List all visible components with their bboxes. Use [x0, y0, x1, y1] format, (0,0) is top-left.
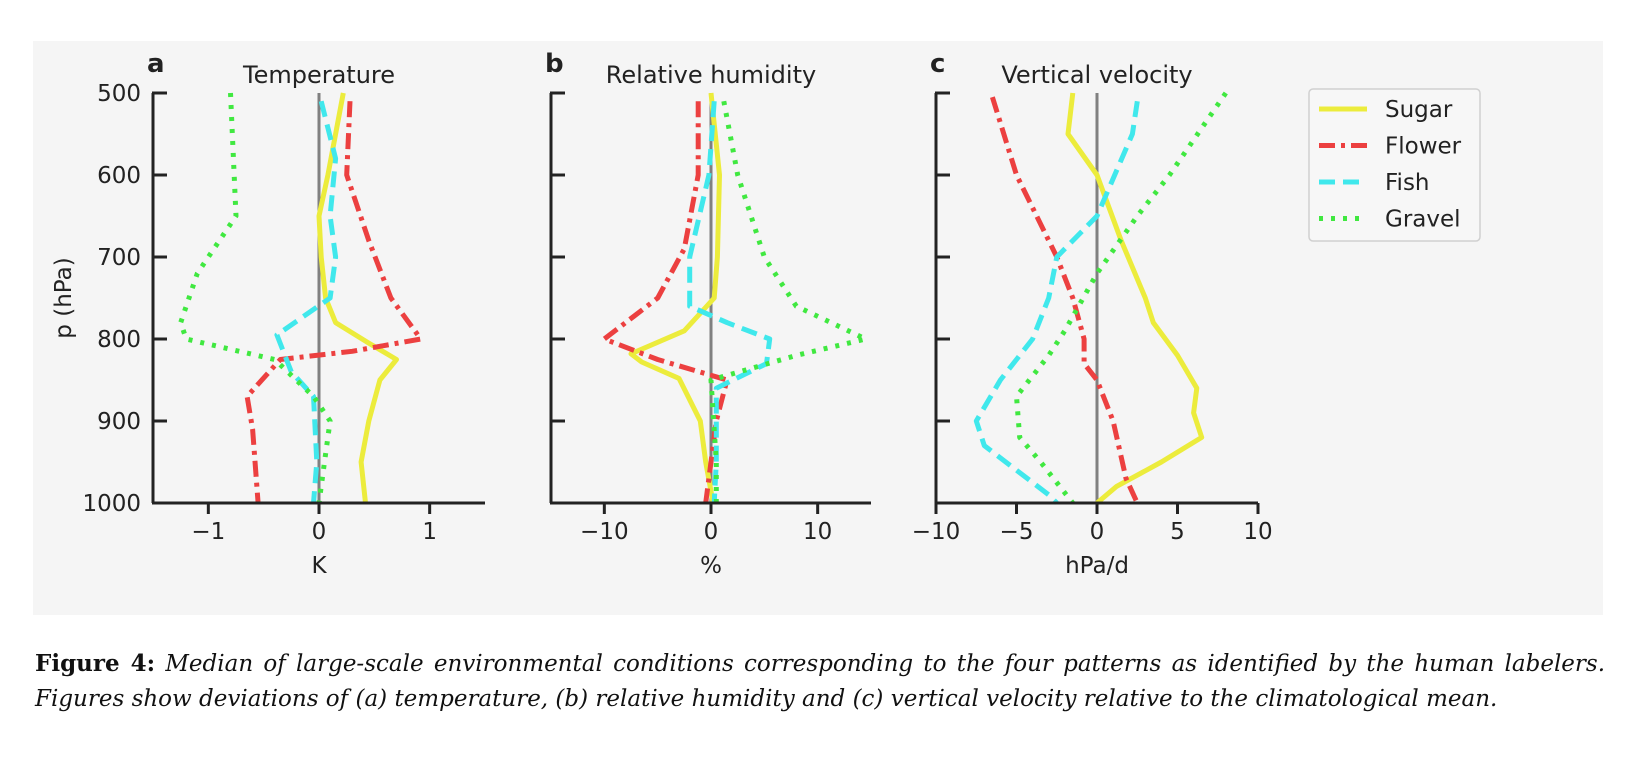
x-tick-label: −5 [1000, 519, 1034, 545]
y-axis-label: p (hPa) [51, 257, 77, 338]
panel-letter: c [930, 49, 945, 79]
caption-label: Figure 4: [35, 650, 156, 677]
series-line-sugar [628, 92, 722, 504]
x-axis-label: hPa/d [1065, 553, 1129, 579]
figure-caption: Figure 4: Median of large-scale environm… [35, 646, 1605, 717]
panel-letter: a [147, 49, 165, 79]
chart-title: Relative humidity [606, 61, 816, 89]
series-line-fish [687, 101, 773, 504]
series-line-flower [990, 96, 1140, 505]
chart-title: Vertical velocity [1001, 61, 1192, 89]
chart-panel-c: −10 −5 0 5 10 hPa/d c Vertical velocity [912, 49, 1273, 579]
y-tick-label: 500 [97, 81, 141, 107]
x-tick-label: −10 [580, 519, 629, 545]
caption-text: Median of large-scale environmental cond… [35, 651, 1606, 712]
legend: Sugar Flower Fish Gravel [1308, 88, 1481, 242]
series-line-gravel [178, 92, 333, 504]
x-tick-label: 0 [704, 519, 719, 545]
y-tick-label: 800 [97, 327, 141, 353]
series-line-sugar [316, 92, 399, 504]
x-tick-label: 0 [1090, 519, 1105, 545]
chart-panel-b: −10 0 10% b Relative humidity [545, 49, 871, 579]
series-line-flower [601, 101, 730, 504]
series-line-gravel [708, 100, 869, 503]
chart-panel-a: 500 600 700 800 900 1000 −1 0 1 Kp (hPa) a Temperat… [51, 49, 485, 579]
series-line-flower [244, 101, 424, 504]
x-tick-label: 0 [312, 519, 327, 545]
x-axis-label: % [700, 553, 722, 579]
y-tick-label: 600 [97, 163, 141, 189]
legend-label-gravel: Gravel [1385, 207, 1461, 233]
legend-label-fish: Fish [1385, 170, 1430, 196]
chart-title: Temperature [242, 61, 395, 89]
x-tick-label: 10 [1243, 519, 1272, 545]
legend-label-flower: Flower [1385, 134, 1462, 160]
x-tick-label: 1 [422, 519, 437, 545]
legend-box [1308, 88, 1481, 242]
series-line-fish [973, 100, 1140, 505]
series-line-sugar [1065, 92, 1205, 505]
y-tick-label: 700 [97, 245, 141, 271]
series-line-fish [274, 100, 339, 504]
x-tick-label: 10 [803, 519, 832, 545]
x-tick-label: −1 [191, 519, 225, 545]
legend-label-sugar: Sugar [1385, 97, 1453, 123]
x-tick-label: −10 [912, 519, 961, 545]
panel-letter: b [545, 49, 564, 79]
x-tick-label: 5 [1170, 519, 1185, 545]
y-tick-label: 900 [97, 409, 141, 435]
y-tick-label: 1000 [82, 491, 141, 517]
x-axis-label: K [311, 553, 327, 579]
series-line-gravel [1014, 91, 1228, 505]
